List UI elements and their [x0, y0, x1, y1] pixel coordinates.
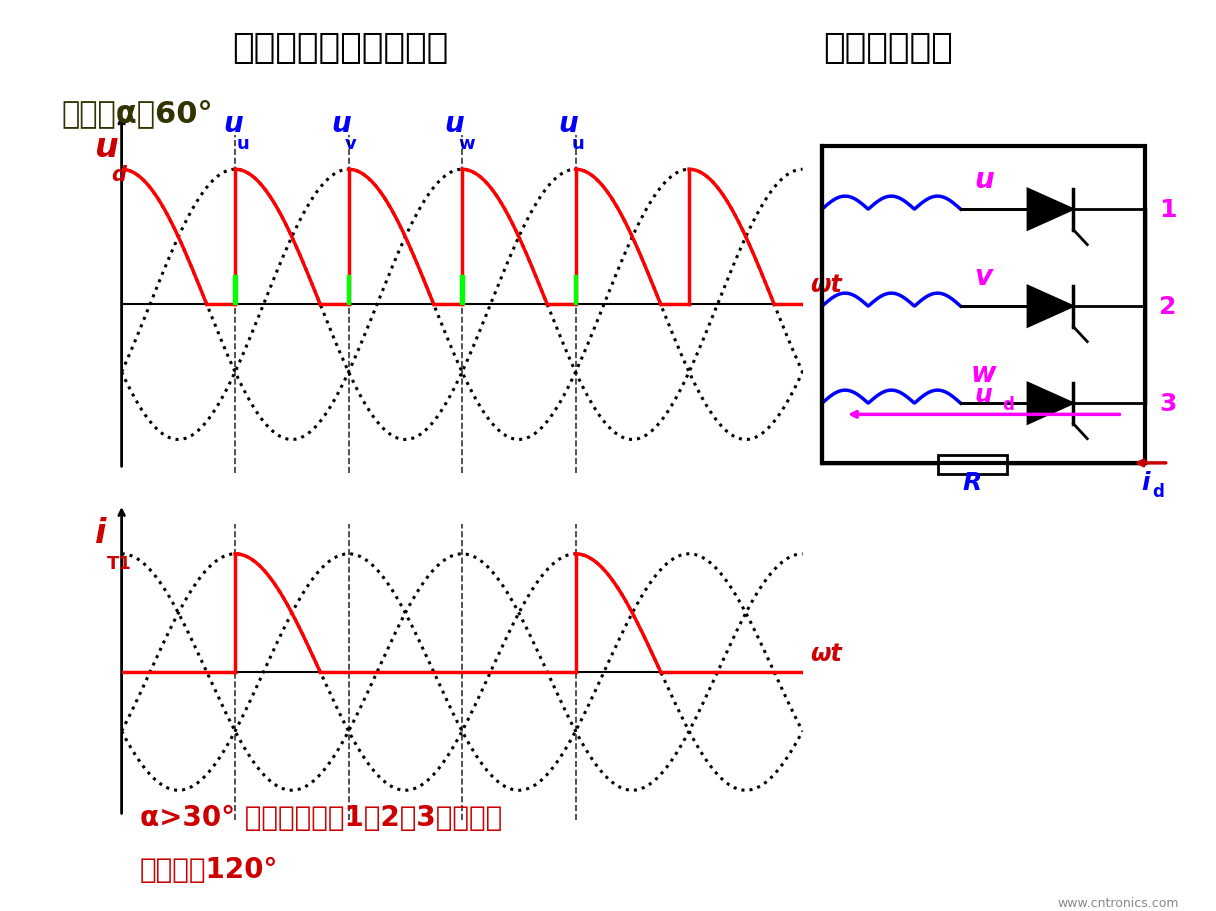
Text: u: u	[223, 110, 243, 138]
Bar	[574, 275, 578, 305]
Text: 3: 3	[1159, 392, 1177, 415]
Text: 1: 1	[1159, 198, 1177, 222]
Text: i: i	[1141, 470, 1149, 495]
Text: ωt: ωt	[811, 272, 843, 296]
Text: v: v	[975, 263, 992, 291]
Text: d: d	[1153, 483, 1164, 501]
Text: u: u	[95, 130, 118, 164]
Text: u: u	[974, 166, 993, 194]
Text: d: d	[111, 165, 125, 185]
Text: 通角小于120°: 通角小于120°	[140, 855, 278, 883]
Polygon shape	[1028, 189, 1074, 230]
Text: v: v	[344, 135, 356, 152]
Bar	[460, 275, 465, 305]
Text: u: u	[445, 110, 465, 138]
Bar	[233, 275, 237, 305]
Text: u: u	[558, 110, 578, 138]
Text: 控制角α＝60°: 控制角α＝60°	[61, 99, 213, 128]
Text: w: w	[458, 135, 474, 152]
Text: u: u	[237, 135, 249, 152]
Text: u: u	[975, 383, 992, 407]
Polygon shape	[1028, 384, 1074, 425]
Text: R: R	[963, 470, 981, 495]
Bar	[822, 147, 1145, 464]
Text: α>30° 时电流断续，1、2、3晶闸管导: α>30° 时电流断续，1、2、3晶闸管导	[140, 803, 502, 831]
Text: ωt: ωt	[811, 641, 843, 665]
Bar	[347, 275, 350, 305]
Text: u: u	[572, 135, 585, 152]
Text: 三相半波可控整流电路: 三相半波可控整流电路	[232, 31, 449, 65]
Text: w: w	[970, 360, 997, 388]
Text: T1: T1	[107, 555, 131, 572]
Text: 纯电阻性负载: 纯电阻性负载	[823, 31, 952, 65]
Text: i: i	[95, 517, 106, 549]
Text: d: d	[1002, 395, 1014, 414]
Polygon shape	[1028, 286, 1074, 327]
Bar	[938, 456, 1007, 475]
Text: u: u	[331, 110, 350, 138]
Text: 2: 2	[1159, 295, 1177, 319]
Text: www.cntronics.com: www.cntronics.com	[1058, 896, 1180, 909]
